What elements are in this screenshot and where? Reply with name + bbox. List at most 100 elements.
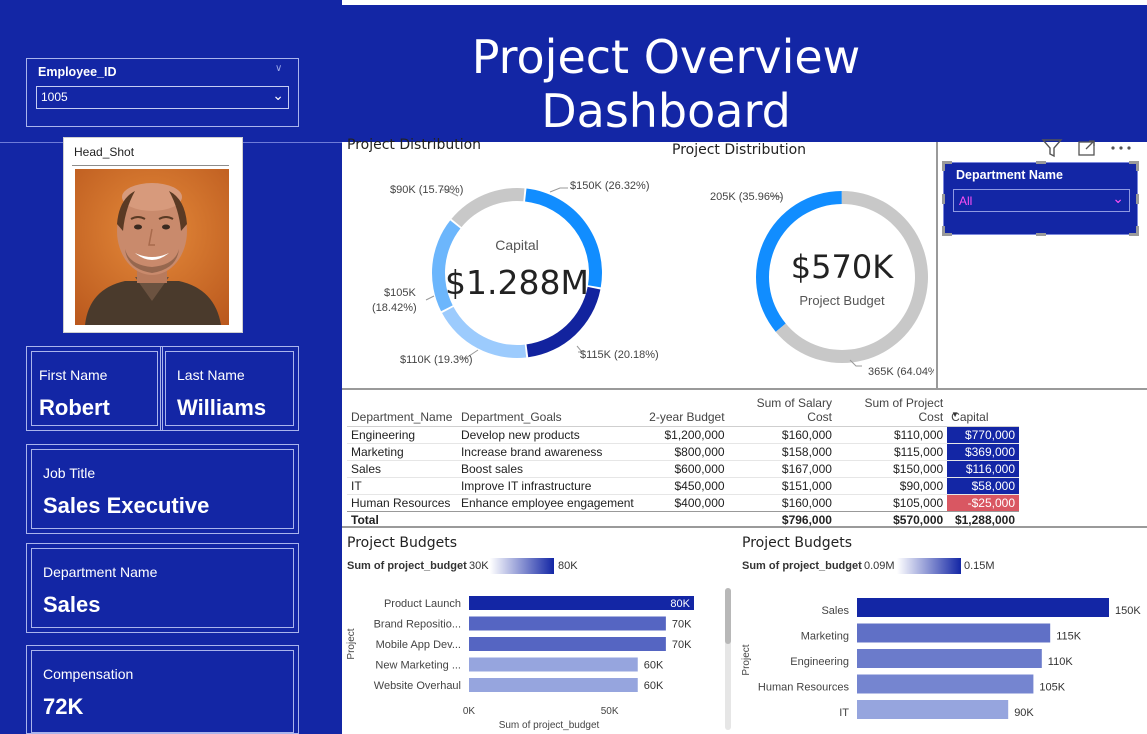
header-top-strip xyxy=(0,0,342,5)
table-cell: Increase brand awareness xyxy=(456,443,638,461)
scrollbar[interactable] xyxy=(725,588,731,730)
donut-slice[interactable] xyxy=(525,188,602,288)
table-cell: $105,000 xyxy=(835,494,948,512)
table-cell: $450,000 xyxy=(637,477,729,495)
y-axis-title: Project xyxy=(741,644,752,675)
bar-value-label: 110K xyxy=(1048,656,1074,668)
resize-handle[interactable] xyxy=(1136,194,1139,204)
table-row[interactable]: Human Resources Enhance employee engageme… xyxy=(347,494,1019,512)
department-dropdown-value: All xyxy=(959,194,973,208)
table-row[interactable]: Engineering Develop new products $1,200,00… xyxy=(347,426,1019,444)
chevron-down-icon: ⌄ xyxy=(272,87,284,103)
header-banner xyxy=(0,0,1147,142)
table-cell: $1,200,000 xyxy=(637,426,729,444)
bar[interactable] xyxy=(857,700,1009,719)
bar-value-label: 80K xyxy=(670,598,690,610)
last-name-label: Last Name xyxy=(177,367,245,383)
donut-slice[interactable] xyxy=(432,220,461,312)
bar-value-label: 60K xyxy=(644,660,664,672)
table-row[interactable]: IT Improve IT infrastructure $450,000 $151,… xyxy=(347,477,1019,495)
bar[interactable] xyxy=(469,637,666,651)
department-slicer: Department Name All ⌄ xyxy=(942,161,1139,236)
bar[interactable] xyxy=(857,623,1051,643)
bar-category-label: Sales xyxy=(821,605,849,617)
table-cell: -$25,000 xyxy=(947,494,1019,512)
resize-handle[interactable] xyxy=(1129,161,1139,164)
capital-donut-chart[interactable]: Capital $1.288M $150K (26.32%) $115K (20… xyxy=(342,160,672,386)
focus-mode-icon[interactable] xyxy=(1077,139,1097,157)
resize-handle[interactable] xyxy=(1136,226,1139,236)
donut2-center-value: $570K xyxy=(791,248,894,286)
headshot-divider xyxy=(72,165,229,166)
bar-category-label: Website Overhaul xyxy=(374,680,461,692)
collapse-chevron-icon[interactable]: ∨ xyxy=(275,63,283,74)
table-cell: Enhance employee engagement xyxy=(456,494,638,512)
resize-handle[interactable] xyxy=(942,233,952,236)
table-row[interactable]: Marketing Increase brand awareness $800,00… xyxy=(347,443,1019,461)
employee-id-dropdown[interactable]: 1005 ⌄ xyxy=(36,86,289,109)
resize-handle[interactable] xyxy=(1036,161,1046,164)
resize-handle[interactable] xyxy=(942,194,945,204)
bar[interactable] xyxy=(857,598,1109,617)
col-header-budget[interactable]: 2-year Budget xyxy=(637,394,729,427)
bar[interactable] xyxy=(857,674,1034,694)
bar[interactable] xyxy=(469,616,666,631)
compensation-card: Compensation 72K xyxy=(26,645,299,734)
donut-slice[interactable] xyxy=(756,191,842,332)
project-budgets-bar-chart[interactable]: Product Launch 80K Brand Repositio... 70K Mo… xyxy=(342,580,737,734)
resize-handle[interactable] xyxy=(1129,233,1139,236)
resize-handle[interactable] xyxy=(1136,161,1139,171)
resize-handle[interactable] xyxy=(942,226,945,236)
table-total-row: Total $796,000 $570,000 $1,288,000 xyxy=(347,511,1019,529)
x-tick-label: 0K xyxy=(463,706,476,717)
resize-handle[interactable] xyxy=(942,161,952,164)
compensation-value: 72K xyxy=(43,694,84,719)
donut2-center-label: Project Budget xyxy=(799,293,885,308)
bar-category-label: Mobile App Dev... xyxy=(376,639,461,651)
resize-handle[interactable] xyxy=(942,161,945,171)
department-dropdown[interactable]: All ⌄ xyxy=(953,189,1130,212)
table-cell: $90,000 xyxy=(835,477,948,495)
bar2-legend-title: Sum of project_budget xyxy=(742,560,862,572)
donut-slice[interactable] xyxy=(775,191,928,363)
table-total-cell xyxy=(637,511,729,529)
more-options-icon[interactable] xyxy=(1110,144,1132,152)
table-cell: $158,000 xyxy=(728,443,836,461)
filter-icon[interactable] xyxy=(1041,138,1063,158)
donut-slice[interactable] xyxy=(442,306,527,358)
employee-id-value: 1005 xyxy=(41,90,68,104)
bar[interactable] xyxy=(469,657,638,672)
chart2-title: Project Distribution xyxy=(672,142,807,158)
bar-category-label: IT xyxy=(839,707,849,719)
table-cell: Marketing xyxy=(347,443,457,461)
resize-handle[interactable] xyxy=(1036,233,1046,236)
donut-slice[interactable] xyxy=(451,188,525,228)
col-header-department[interactable]: Department_Name xyxy=(347,394,457,427)
project-budget-donut-chart[interactable]: $570K Project Budget 205K (35.96%) 365K … xyxy=(672,160,934,386)
bar-category-label: Product Launch xyxy=(384,598,461,610)
bar2-legend-min: 0.09M xyxy=(864,560,895,572)
bar-category-label: Human Resources xyxy=(758,682,850,694)
bar-value-label: 70K xyxy=(672,639,692,651)
scrollbar-thumb[interactable] xyxy=(725,588,731,644)
bar-category-label: Engineering xyxy=(790,656,849,668)
headshot-card: Head_Shot xyxy=(63,137,243,333)
col-header-salary[interactable]: Sum of Salary Cost xyxy=(728,394,836,427)
table-row[interactable]: Sales Boost sales $600,000 $167,000 $150,000… xyxy=(347,460,1019,478)
donut1-center-label: Capital xyxy=(495,237,539,253)
bar[interactable] xyxy=(857,649,1042,668)
headshot-label: Head_Shot xyxy=(74,145,135,159)
table-cell: $369,000 xyxy=(947,443,1019,461)
table-total-cell: Total xyxy=(347,511,457,529)
department-budgets-bar-chart[interactable]: Sales 150K Marketing 115K Engineering 110K Hum… xyxy=(737,580,1147,734)
col-header-goals[interactable]: Department_Goals xyxy=(456,394,638,427)
bar[interactable] xyxy=(469,678,638,692)
table-cell: Improve IT infrastructure xyxy=(456,477,638,495)
department-table: Department_Name Department_Goals 2-year … xyxy=(347,394,1019,529)
department-label: Department Name xyxy=(43,564,158,580)
col-header-project-cost[interactable]: Sum of Project Cost xyxy=(835,394,948,427)
department-value: Sales xyxy=(43,592,101,617)
bar[interactable] xyxy=(469,596,694,610)
col-header-capital[interactable]: Capital ▼ xyxy=(947,394,1019,427)
donut-slice[interactable] xyxy=(526,286,601,358)
